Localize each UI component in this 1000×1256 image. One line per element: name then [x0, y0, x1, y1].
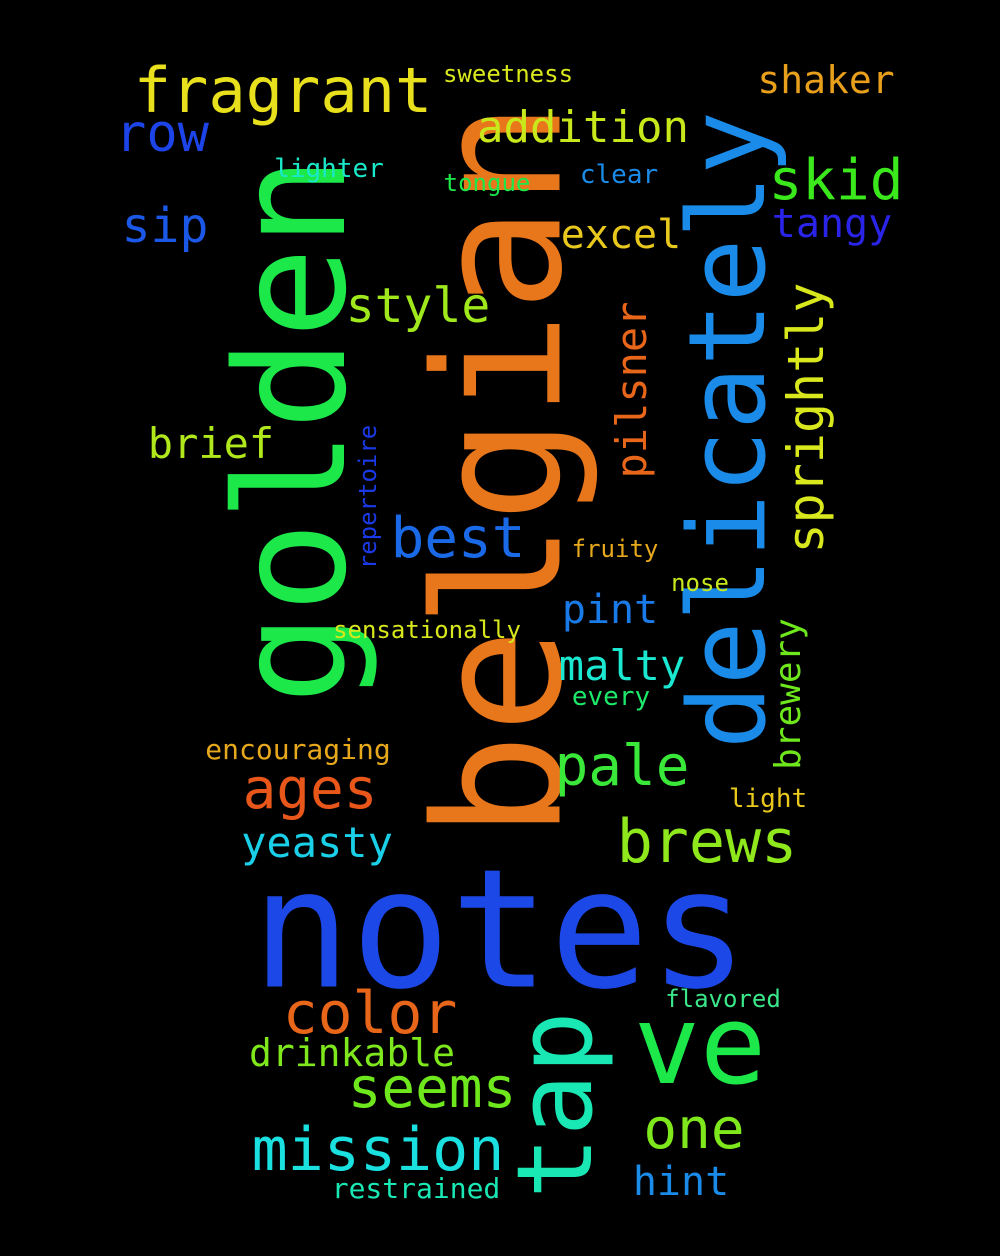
word-shaker: shaker	[757, 58, 895, 102]
word-ve: ve	[633, 981, 767, 1109]
word-tongue: tongue	[443, 169, 531, 197]
word-brief: brief	[147, 419, 275, 468]
word-sweetness: sweetness	[442, 60, 574, 88]
word-row: row	[115, 104, 209, 164]
word-sensationally: sensationally	[333, 616, 521, 644]
word-mission: mission	[251, 1115, 505, 1185]
word-light: light	[728, 784, 808, 814]
word-one: one	[643, 1097, 745, 1162]
word-repertoire: repertoire	[354, 424, 382, 570]
word-sprightly: sprightly	[777, 282, 835, 554]
word-clear: clear	[579, 160, 659, 190]
word-tap: tap	[494, 1011, 616, 1199]
word-skid: skid	[768, 148, 904, 213]
word-excel: excel	[560, 212, 682, 258]
word-color: color	[282, 979, 458, 1047]
word-lighter: lighter	[274, 154, 384, 184]
word-fruity: fruity	[571, 535, 659, 563]
word-tangy: tangy	[771, 201, 893, 247]
word-restrained: restrained	[331, 1172, 501, 1205]
word-encouraging: encouraging	[205, 733, 391, 766]
word-brews: brews	[616, 807, 798, 877]
word-malty: malty	[558, 641, 686, 690]
word-pilsner: pilsner	[607, 301, 656, 479]
word-delicately: delicately	[666, 110, 789, 750]
word-yeasty: yeasty	[241, 818, 393, 867]
word-sip: sip	[121, 198, 209, 254]
word-fragrant: fragrant	[133, 54, 433, 127]
word-brewery: brewery	[768, 618, 809, 770]
word-best: best	[390, 506, 526, 571]
word-seems: seems	[347, 1056, 517, 1121]
word-notes: notes	[251, 833, 749, 1026]
word-flavored: flavored	[665, 985, 781, 1013]
word-ages: ages	[242, 757, 378, 822]
word-style: style	[345, 278, 491, 334]
word-addition: addition	[477, 102, 689, 153]
word-pale: pale	[554, 734, 690, 799]
word-nose: nose	[671, 569, 729, 597]
word-every: every	[571, 682, 651, 712]
word-pint: pint	[561, 587, 659, 633]
word-hint: hint	[632, 1159, 730, 1205]
word-drinkable: drinkable	[249, 1031, 455, 1075]
